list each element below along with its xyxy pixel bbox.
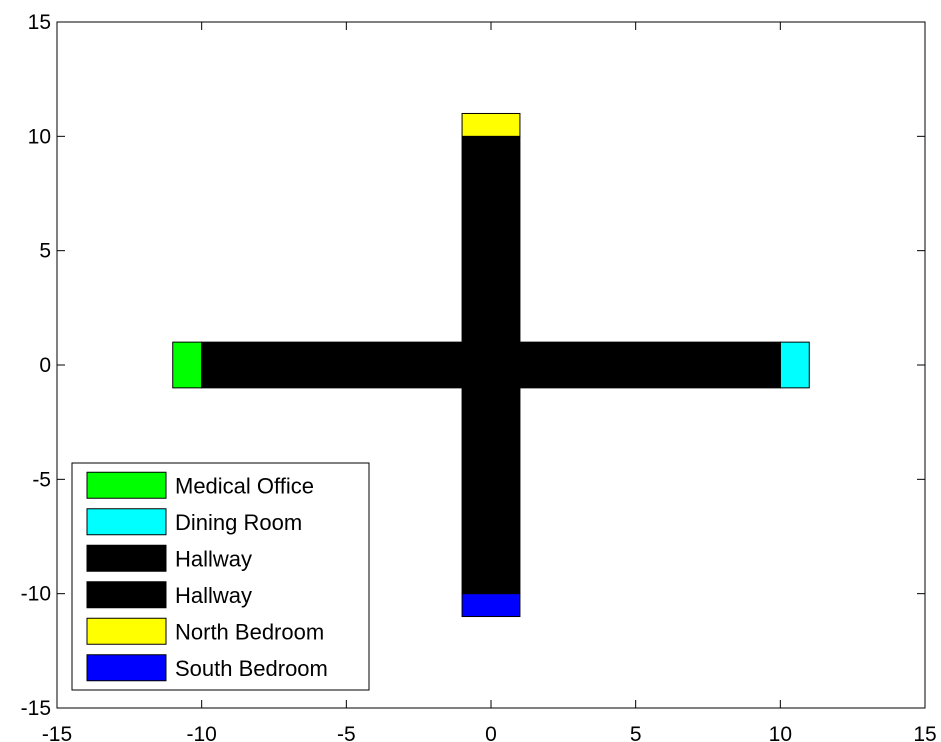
- y-tick-label: 15: [28, 11, 51, 34]
- x-axis-ticks: -15 -10 -5 0 5 10 15: [42, 22, 937, 742]
- room-medical-office-0: [172, 341, 203, 389]
- x-tick-label: 15: [913, 723, 936, 742]
- room-dining-room-1: [779, 341, 810, 389]
- legend-label-hallway-3: Hallway: [175, 583, 252, 608]
- room-north-bedroom-4: [461, 112, 521, 137]
- y-axis-ticks: -15 -10 -5 0 5 10 15: [21, 11, 925, 720]
- x-tick-label: -10: [186, 723, 216, 742]
- legend-label-north-bedroom-4: North Bedroom: [175, 619, 324, 644]
- legend-label-hallway-2: Hallway: [175, 546, 252, 571]
- legend-swatch-north-bedroom-4: [86, 617, 167, 645]
- y-tick-label: 10: [28, 125, 51, 148]
- legend-swatch-south-bedroom-5: [86, 654, 167, 682]
- room-hallway-3: [461, 135, 521, 595]
- y-tick-label: -10: [21, 583, 51, 606]
- legend-box: [71, 462, 370, 691]
- legend-label-dining-room-1: Dining Room: [175, 510, 302, 535]
- y-tick-label: 0: [39, 354, 51, 377]
- room-rectangles: [172, 112, 810, 618]
- legend-label-medical-office-0: Medical Office: [175, 473, 314, 498]
- room-south-bedroom-5: [461, 593, 521, 618]
- legend-swatch-hallway-3: [86, 581, 167, 609]
- x-tick-label: -15: [42, 723, 72, 742]
- legend-swatch-dining-room-1: [86, 508, 167, 536]
- legend: Medical Office Dining Room Hallway Hallway N…: [71, 462, 370, 691]
- legend-swatch-medical-office-0: [86, 471, 167, 499]
- x-tick-label: 0: [485, 723, 497, 742]
- y-tick-label: 5: [39, 240, 51, 263]
- legend-swatch-hallway-2: [86, 544, 167, 572]
- x-tick-label: 10: [769, 723, 792, 742]
- x-tick-label: 5: [630, 723, 642, 742]
- y-tick-label: -15: [21, 697, 51, 720]
- y-tick-label: -5: [32, 468, 51, 491]
- legend-label-south-bedroom-5: South Bedroom: [175, 656, 328, 681]
- x-tick-label: -5: [337, 723, 356, 742]
